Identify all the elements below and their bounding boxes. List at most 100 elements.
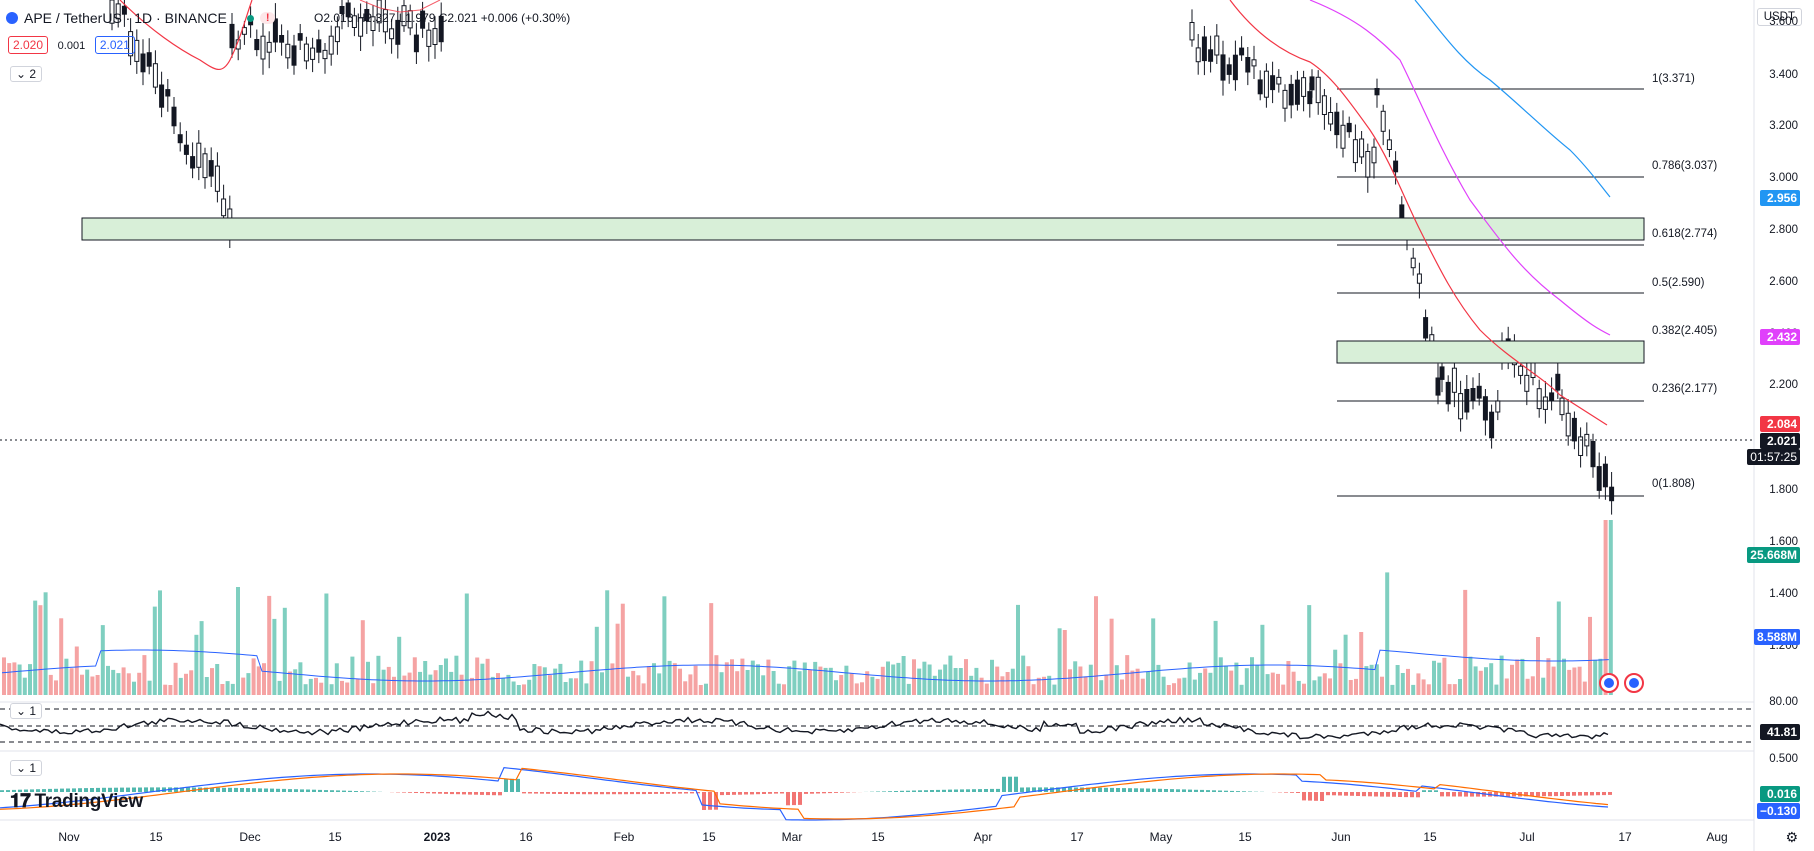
macd-hist-bar <box>438 792 442 794</box>
volume-bar <box>397 636 402 695</box>
volume-bar <box>1302 683 1306 695</box>
volume-bar <box>1255 665 1260 695</box>
volume-bar <box>605 590 610 695</box>
volume-bar <box>901 656 906 695</box>
macd-hist-bar <box>18 789 22 792</box>
candle-body <box>260 35 266 60</box>
indicators-toggle-button[interactable]: ⌄ 2 <box>10 66 43 82</box>
volume-bar <box>1426 684 1431 695</box>
buy-button[interactable]: 2.021 <box>94 36 135 54</box>
volume-bar <box>1520 658 1525 695</box>
candle-body <box>1214 35 1220 56</box>
macd-hist-bar <box>402 792 406 793</box>
volume-bar <box>1463 589 1468 695</box>
rsi-pane-toggle-button[interactable]: ⌄ 1 <box>10 703 43 719</box>
symbol-header[interactable]: APE / TetherUS · 1D · BINANCE ! <box>6 10 276 26</box>
volume-bar <box>589 661 594 695</box>
volume-bar <box>1021 655 1026 695</box>
macd-hist-bar <box>6 790 10 792</box>
volume-bar <box>802 662 807 695</box>
volume-bar <box>1208 672 1213 695</box>
candle-body <box>279 35 285 43</box>
volume-bar <box>761 675 766 695</box>
macd-hist-bar <box>1578 792 1582 796</box>
volume-bar <box>678 668 682 695</box>
symbol-label[interactable]: APE / TetherUS · 1D · BINANCE <box>24 10 227 26</box>
volume-bar <box>340 680 344 695</box>
volume-bar <box>958 668 963 695</box>
volume-bar <box>527 679 532 695</box>
candle-body <box>1245 57 1251 73</box>
volume-bar <box>412 657 417 695</box>
macd-hist-bar <box>522 792 526 794</box>
volume-bar <box>1411 684 1416 695</box>
volume-bar <box>1546 658 1551 695</box>
volume-bar <box>1494 684 1499 695</box>
gear-icon[interactable]: ⚙ <box>1785 829 1798 845</box>
sell-button[interactable]: 2.020 <box>8 36 49 54</box>
volume-bar <box>1120 679 1124 695</box>
volume-bar <box>875 678 880 695</box>
candle-body <box>1307 91 1313 105</box>
volume-bar <box>1442 657 1447 695</box>
macd-line <box>0 766 1609 821</box>
macd-hist-bar <box>126 787 130 792</box>
volume-bar <box>964 659 968 695</box>
macd-hist-bar <box>1068 787 1072 792</box>
volume-bar <box>85 669 90 695</box>
macd-hist-bar <box>1284 792 1288 793</box>
macd-pane-toggle-button[interactable]: ⌄ 1 <box>10 760 43 776</box>
rsi-line <box>0 710 1609 740</box>
volume-bar <box>1354 678 1358 695</box>
tradingview-logo[interactable]: 𝟏𝟕 TradingView <box>10 791 143 813</box>
volume-bar <box>1317 676 1322 695</box>
macd-hist-bar <box>288 789 292 792</box>
volume-bar <box>246 673 251 695</box>
macd-hist-bar <box>1362 792 1366 797</box>
macd-hist-bar <box>942 789 946 792</box>
macd-hist-bar <box>1572 792 1576 796</box>
volume-bar <box>662 596 667 695</box>
volume-bar <box>147 680 152 695</box>
macd-hist-bar <box>1380 792 1384 797</box>
macd-hist-bar <box>174 787 178 792</box>
volume-bar <box>745 670 750 695</box>
time-axis-label: 17 <box>1070 830 1084 844</box>
candle-body <box>1201 36 1207 62</box>
candle-body <box>1609 486 1615 502</box>
volume-bar <box>454 655 459 695</box>
macd-hist-bar <box>1140 788 1144 792</box>
macd-hist-bar <box>642 792 646 795</box>
volume-bar <box>329 684 334 695</box>
volume-bar <box>750 660 755 695</box>
macd-hist-bar <box>774 792 778 794</box>
volume-bar <box>100 625 105 695</box>
macd-hist-bar <box>240 788 244 792</box>
volume-bar <box>501 678 506 695</box>
volume-bar <box>1005 672 1010 695</box>
volume-bar <box>366 661 370 695</box>
volume-bar <box>880 666 885 695</box>
macd-hist-bar <box>1194 789 1198 792</box>
macd-hist-bar <box>264 788 268 792</box>
volume-bar <box>267 595 272 695</box>
volume-bar <box>210 668 214 695</box>
volume-bar <box>1031 684 1036 695</box>
macd-hist-bar <box>312 789 316 792</box>
ma-blue-tag: 2.956 <box>1760 190 1800 206</box>
macd-hist-bar <box>210 787 214 792</box>
alert-icon[interactable]: ! <box>259 12 276 24</box>
currency-button[interactable]: USDT <box>1756 8 1802 26</box>
volume-bar <box>990 659 994 695</box>
volume-bar <box>1198 672 1202 695</box>
volume-bar <box>173 662 178 695</box>
macd-hist-bar <box>78 788 82 792</box>
candle-body <box>1596 466 1602 491</box>
candle-body <box>165 89 171 97</box>
volume-bar <box>704 683 708 695</box>
macd-hist-bar <box>1536 792 1540 797</box>
macd-hist-bar <box>888 791 892 792</box>
macd-hist-bar <box>120 787 124 792</box>
volume-bar <box>22 677 27 695</box>
